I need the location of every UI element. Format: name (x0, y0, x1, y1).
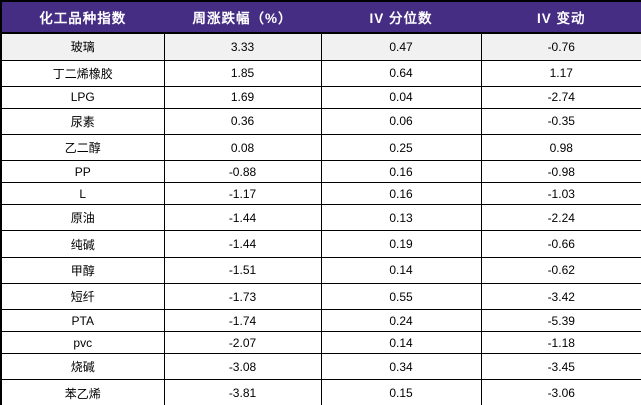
iv-change-cell: -2.24 (480, 204, 641, 232)
table-row: 玻璃 3.33 0.47 -0.76 (0, 32, 641, 61)
iv-change-cell: 1.17 (480, 59, 641, 87)
table-row: PP -0.88 0.16 -0.98 (0, 160, 641, 184)
iv-change-cell: -5.39 (480, 309, 641, 333)
weekly-change-cell: 3.33 (163, 32, 322, 61)
iv-change-cell: -0.76 (480, 32, 641, 61)
iv-change-cell: -0.98 (480, 160, 641, 184)
header-iv-percentile: IV 分位数 (320, 0, 482, 34)
table-row: LPG 1.69 0.04 -2.74 (0, 85, 641, 109)
header-variety-index: 化工品种指数 (0, 0, 165, 34)
variety-name-cell: 尿素 (0, 107, 165, 136)
weekly-change-cell: 1.69 (163, 85, 322, 109)
variety-name-cell: 原油 (0, 204, 165, 232)
iv-percentile-cell: 0.15 (320, 379, 482, 405)
weekly-change-cell: -3.81 (163, 379, 322, 405)
iv-percentile-cell: 0.04 (320, 85, 482, 109)
weekly-change-cell: 1.85 (163, 59, 322, 87)
weekly-change-cell: 0.36 (163, 107, 322, 136)
weekly-change-cell: -2.07 (163, 331, 322, 355)
weekly-change-cell: -1.51 (163, 256, 322, 285)
variety-name-cell: 烧碱 (0, 353, 165, 381)
table-row: 苯乙烯 -3.81 0.15 -3.06 (0, 379, 641, 405)
variety-name-cell: 甲醇 (0, 256, 165, 285)
iv-change-cell: -0.66 (480, 230, 641, 258)
iv-change-cell: -3.42 (480, 283, 641, 311)
variety-name-cell: 丁二烯橡胶 (0, 59, 165, 87)
weekly-change-cell: -1.44 (163, 230, 322, 258)
iv-percentile-cell: 0.19 (320, 230, 482, 258)
variety-name-cell: 乙二醇 (0, 134, 165, 162)
iv-change-cell: -3.45 (480, 353, 641, 381)
iv-change-cell: -3.06 (480, 379, 641, 405)
iv-change-cell: 0.98 (480, 134, 641, 162)
table-row: 乙二醇 0.08 0.25 0.98 (0, 134, 641, 162)
weekly-change-cell: -1.73 (163, 283, 322, 311)
table-row: 甲醇 -1.51 0.14 -0.62 (0, 256, 641, 285)
table-row: 原油 -1.44 0.13 -2.24 (0, 204, 641, 232)
table-row: 烧碱 -3.08 0.34 -3.45 (0, 353, 641, 381)
header-row: 化工品种指数 周涨跌幅（%） IV 分位数 IV 变动 (0, 0, 641, 34)
variety-name-cell: 纯碱 (0, 230, 165, 258)
header-iv-change: IV 变动 (480, 0, 641, 34)
iv-percentile-cell: 0.55 (320, 283, 482, 311)
variety-name-cell: 玻璃 (0, 32, 165, 61)
table-row: L -1.17 0.16 -1.03 (0, 182, 641, 206)
variety-name-cell: 短纤 (0, 283, 165, 311)
iv-percentile-cell: 0.14 (320, 256, 482, 285)
table-row: 短纤 -1.73 0.55 -3.42 (0, 283, 641, 311)
iv-percentile-cell: 0.06 (320, 107, 482, 136)
variety-name-cell: pvc (0, 331, 165, 355)
iv-percentile-cell: 0.13 (320, 204, 482, 232)
iv-percentile-cell: 0.25 (320, 134, 482, 162)
table-body: 玻璃 3.33 0.47 -0.76 丁二烯橡胶 1.85 0.64 1.17 LPG 1.69 0… (0, 32, 641, 405)
iv-change-cell: -0.62 (480, 256, 641, 285)
variety-name-cell: LPG (0, 85, 165, 109)
iv-percentile-cell: 0.14 (320, 331, 482, 355)
iv-percentile-cell: 0.34 (320, 353, 482, 381)
iv-change-cell: -1.03 (480, 182, 641, 206)
weekly-change-cell: -1.17 (163, 182, 322, 206)
variety-name-cell: PTA (0, 309, 165, 333)
iv-percentile-cell: 0.16 (320, 182, 482, 206)
weekly-change-cell: -3.08 (163, 353, 322, 381)
iv-percentile-cell: 0.16 (320, 160, 482, 184)
weekly-change-cell: 0.08 (163, 134, 322, 162)
variety-name-cell: PP (0, 160, 165, 184)
weekly-change-cell: -0.88 (163, 160, 322, 184)
iv-change-cell: -1.18 (480, 331, 641, 355)
iv-change-cell: -0.35 (480, 107, 641, 136)
iv-percentile-cell: 0.47 (320, 32, 482, 61)
iv-percentile-cell: 0.64 (320, 59, 482, 87)
table-row: 纯碱 -1.44 0.19 -0.66 (0, 230, 641, 258)
table-row: 尿素 0.36 0.06 -0.35 (0, 107, 641, 136)
header-weekly-change-pct: 周涨跌幅（%） (163, 0, 322, 34)
weekly-change-cell: -1.74 (163, 309, 322, 333)
iv-percentile-cell: 0.24 (320, 309, 482, 333)
table-row: PTA -1.74 0.24 -5.39 (0, 309, 641, 333)
variety-name-cell: L (0, 182, 165, 206)
table-row: pvc -2.07 0.14 -1.18 (0, 331, 641, 355)
weekly-change-cell: -1.44 (163, 204, 322, 232)
iv-change-cell: -2.74 (480, 85, 641, 109)
table-row: 丁二烯橡胶 1.85 0.64 1.17 (0, 59, 641, 87)
variety-name-cell: 苯乙烯 (0, 379, 165, 405)
